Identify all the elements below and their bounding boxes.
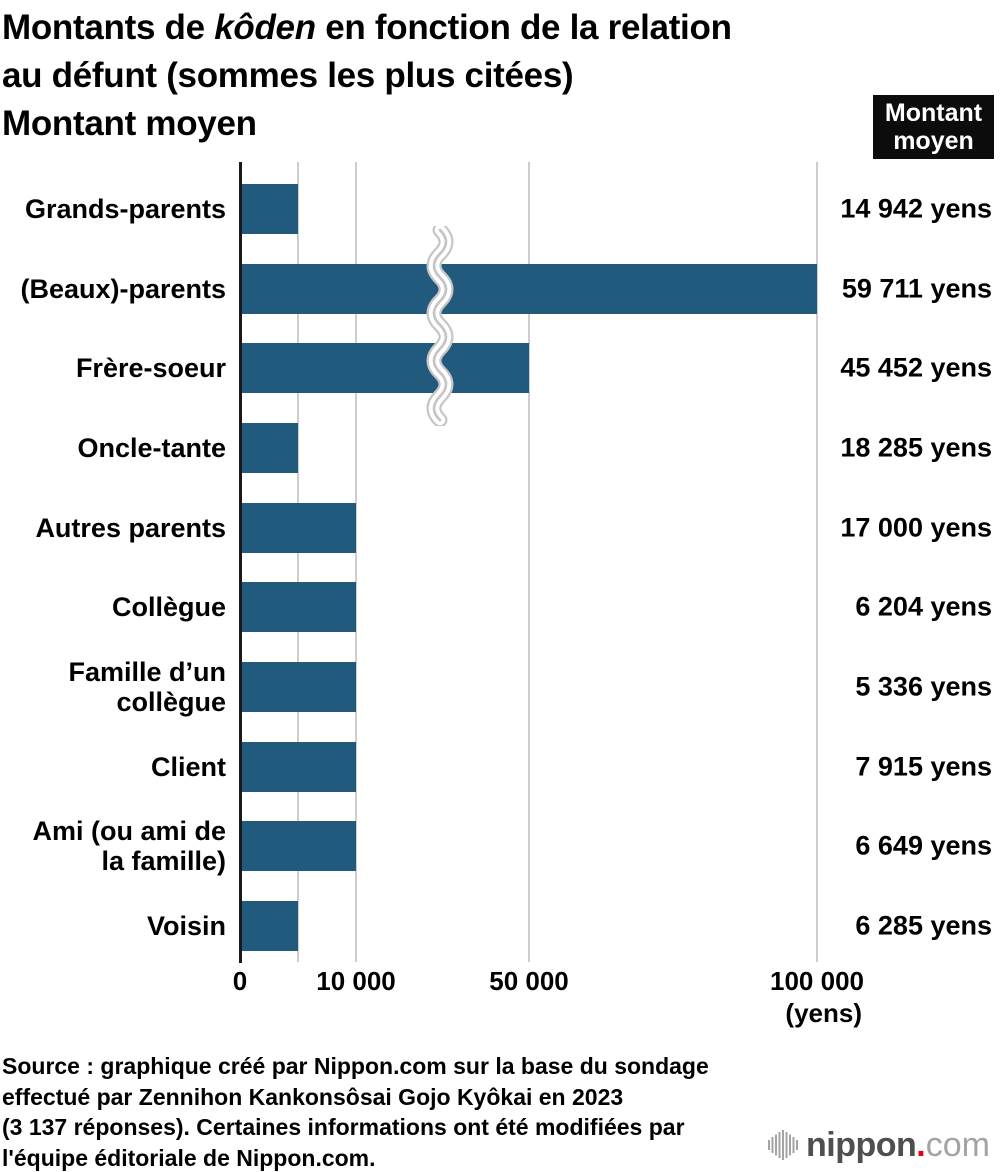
bar	[241, 661, 356, 712]
amount-label: 45 452 yens	[840, 352, 992, 383]
title-line-1-pre: Montants de	[2, 8, 215, 47]
category-label: Autres parents	[35, 512, 226, 543]
bar	[241, 502, 356, 553]
source-note: Source : graphique créé par Nippon.com s…	[2, 1051, 709, 1172]
axis-tick-label: 10 000	[316, 966, 396, 996]
chart-title: Montants de kôden en fonction de la rela…	[2, 4, 732, 148]
amount-label: 14 942 yens	[840, 193, 992, 224]
badge-line-1: Montant	[884, 99, 983, 127]
bar	[241, 343, 529, 394]
amount-label: 6 285 yens	[855, 910, 992, 941]
axis-tick-label: 100 000	[770, 966, 864, 996]
y-axis-line	[239, 162, 242, 963]
bar	[241, 741, 356, 792]
gridline	[297, 162, 299, 962]
amount-label: 7 915 yens	[855, 751, 992, 782]
amount-label: 6 204 yens	[855, 591, 992, 622]
axis-tick-label: 50 000	[489, 966, 569, 996]
category-label: Frère-soeur	[75, 353, 226, 384]
nippon-logo-text: nippon.com	[806, 1122, 990, 1168]
nippon-logo-icon	[768, 1130, 798, 1160]
bar	[241, 422, 298, 473]
source-line: (3 137 réponses). Certaines informations…	[2, 1114, 685, 1140]
gridline	[355, 162, 357, 962]
source-line: Source : graphique créé par Nippon.com s…	[2, 1053, 709, 1079]
title-line-1-post: en fonction de la relation	[315, 8, 732, 47]
source-line: l'équipe éditoriale de Nippon.com.	[2, 1144, 376, 1171]
title-line-1: Montants de kôden en fonction de la rela…	[2, 4, 732, 52]
badge-line-2: moyen	[893, 127, 974, 155]
amount-label: 59 711 yens	[841, 273, 992, 304]
category-label: Client	[150, 751, 226, 782]
category-label: (Beaux)-parents	[20, 273, 226, 304]
logo-text-nippon: nippon	[806, 1126, 917, 1164]
title-line-3: Montant moyen	[2, 104, 257, 143]
axis-unit-label: (yens)	[785, 998, 862, 1028]
amount-label: 6 649 yens	[855, 830, 992, 861]
axis-break-squiggle-icon	[426, 226, 454, 426]
category-label: Famille d’un collègue	[68, 656, 226, 717]
bar	[241, 582, 356, 633]
amount-label: 17 000 yens	[840, 512, 992, 543]
category-label: Ami (ou ami de la famille)	[32, 816, 226, 877]
amount-label: 18 285 yens	[840, 432, 992, 463]
axis-tick-label: 0	[232, 966, 248, 996]
montant-moyen-badge: Montant moyen	[873, 95, 994, 159]
logo-text-com: com	[925, 1126, 990, 1164]
gridline	[816, 162, 818, 962]
category-label: Grands-parents	[24, 194, 226, 224]
bar	[241, 184, 298, 234]
category-label: Collègue	[111, 592, 226, 623]
category-label: Oncle-tante	[77, 432, 226, 463]
bar	[241, 821, 356, 872]
gridline	[528, 162, 530, 962]
bar	[241, 263, 817, 314]
nippon-logo: nippon.com	[768, 1122, 990, 1168]
logo-text-dot: .	[916, 1126, 926, 1164]
bar	[241, 900, 298, 951]
amount-label: 5 336 yens	[855, 671, 992, 702]
source-line: effectué par Zennihon Kankonsôsai Gojo K…	[2, 1083, 624, 1110]
category-label: Voisin	[146, 910, 226, 941]
title-koden-italic: kôden	[214, 8, 316, 47]
title-line-2: au défunt (sommes les plus citées)	[2, 56, 574, 95]
